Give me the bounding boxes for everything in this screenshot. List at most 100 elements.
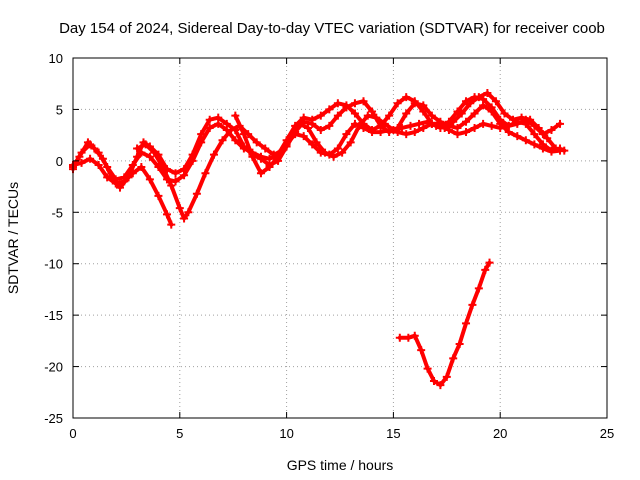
data-point <box>333 99 342 108</box>
data-point <box>436 119 445 128</box>
data-point <box>543 134 552 143</box>
data-point <box>449 354 458 363</box>
x-axis-label: GPS time / hours <box>287 457 394 473</box>
data-point <box>350 119 359 128</box>
data-point <box>427 111 436 120</box>
data-point <box>442 372 451 381</box>
data-point <box>491 97 500 106</box>
data-point <box>417 346 426 355</box>
data-point <box>227 126 236 134</box>
data-point <box>436 381 445 390</box>
data-point <box>385 111 394 120</box>
series-track-5 <box>231 111 565 178</box>
data-point <box>316 126 325 134</box>
data-point <box>325 150 334 159</box>
data-point <box>205 123 214 132</box>
data-point <box>77 158 86 167</box>
data-point <box>393 128 402 137</box>
data-point <box>282 140 291 149</box>
data-point <box>265 154 274 163</box>
data-point <box>256 169 265 178</box>
data-point <box>479 119 488 128</box>
data-point <box>359 97 368 106</box>
data-point <box>325 105 334 114</box>
data-point <box>256 152 265 161</box>
data-point <box>128 169 137 178</box>
data-point <box>397 123 406 132</box>
y-tick-label: -20 <box>44 360 63 375</box>
data-point <box>423 364 432 373</box>
data-point <box>218 136 227 145</box>
data-point <box>184 208 193 217</box>
data-point <box>214 119 223 128</box>
data-point <box>86 140 95 149</box>
data-point <box>346 138 355 147</box>
data-point <box>547 146 556 155</box>
y-tick-label: 5 <box>56 102 63 117</box>
x-tick-label: 0 <box>69 426 76 441</box>
x-tick-label: 5 <box>176 426 183 441</box>
data-point <box>350 109 359 118</box>
data-point <box>496 123 505 132</box>
data-point <box>308 140 317 149</box>
data-point <box>77 148 86 157</box>
data-point <box>481 265 490 274</box>
data-point <box>312 138 321 147</box>
data-point <box>380 119 389 128</box>
data-point <box>530 140 539 149</box>
data-point <box>474 93 483 102</box>
data-point <box>137 148 146 157</box>
data-point <box>410 331 419 340</box>
data-point <box>167 220 176 229</box>
y-tick-label: -5 <box>51 205 63 220</box>
data-point <box>265 163 274 172</box>
y-axis-label: SDTVAR / TECUs <box>5 182 21 294</box>
x-tick-label: 10 <box>279 426 293 441</box>
data-point <box>94 148 103 157</box>
data-point <box>453 130 462 139</box>
y-tick-label: 10 <box>49 51 63 66</box>
data-point <box>419 107 428 116</box>
data-point <box>393 99 402 108</box>
data-point <box>316 148 325 157</box>
data-point <box>197 138 206 147</box>
data-point <box>556 119 565 128</box>
data-point <box>462 97 471 106</box>
series-track-6 <box>395 258 494 390</box>
data-point <box>333 111 342 120</box>
data-point <box>485 258 494 267</box>
data-point <box>209 150 218 159</box>
data-point <box>372 113 381 122</box>
series-line <box>135 91 567 221</box>
data-point <box>534 123 543 132</box>
data-point <box>137 163 146 172</box>
data-point <box>410 128 419 137</box>
data-point <box>325 121 334 130</box>
data-point <box>295 119 304 128</box>
data-point <box>470 109 479 118</box>
data-point <box>538 140 547 149</box>
data-point <box>261 144 270 153</box>
data-point <box>474 284 483 293</box>
data-point <box>171 177 180 186</box>
data-point <box>141 140 150 149</box>
data-point <box>513 132 522 141</box>
data-point <box>521 136 530 145</box>
data-point <box>145 152 154 161</box>
data-point <box>404 333 413 342</box>
data-point <box>449 117 458 126</box>
data-point <box>342 101 351 110</box>
data-point <box>368 128 377 137</box>
data-point <box>274 152 283 161</box>
data-point <box>171 169 180 178</box>
data-point <box>500 109 509 118</box>
data-point <box>547 126 556 134</box>
data-point <box>154 191 163 200</box>
data-point <box>385 126 394 134</box>
data-point <box>162 210 171 219</box>
data-point <box>376 128 385 137</box>
data-point <box>406 121 415 130</box>
y-tick-label: -10 <box>44 257 63 272</box>
data-point <box>342 130 351 139</box>
data-point <box>145 175 154 184</box>
